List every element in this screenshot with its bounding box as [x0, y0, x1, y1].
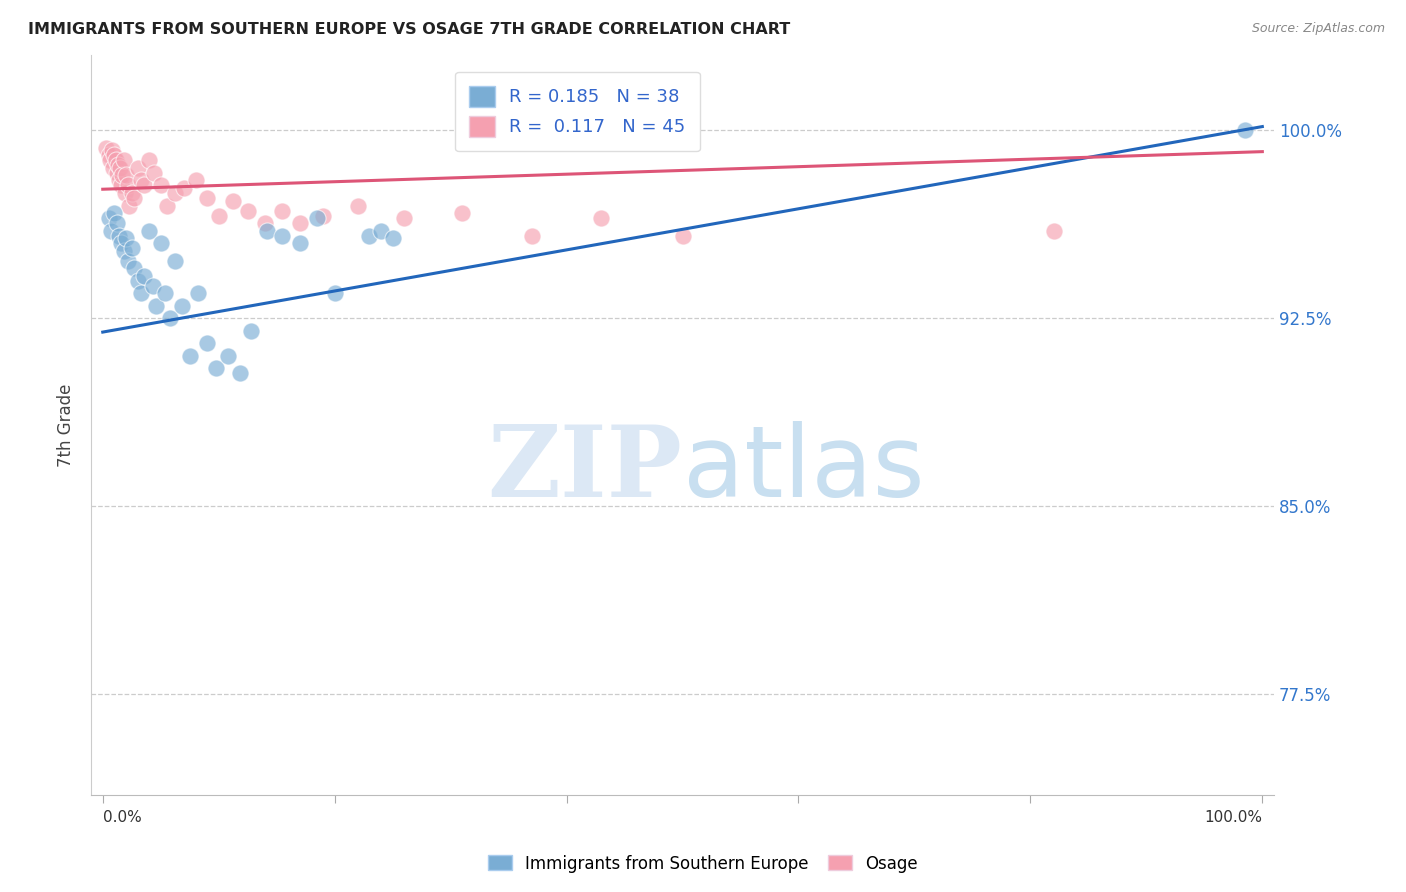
Point: [118, 198, 141, 212]
Point: [451, 206, 474, 220]
Point: [359, 228, 381, 243]
Point: [105, 166, 128, 180]
Point: [100, 224, 122, 238]
Point: [129, 286, 152, 301]
Point: [111, 169, 134, 183]
Point: [187, 286, 209, 301]
Text: atlas: atlas: [682, 421, 924, 517]
Point: [1042, 224, 1064, 238]
Point: [240, 324, 263, 338]
Point: [97, 148, 120, 162]
Point: [103, 206, 125, 220]
Point: [107, 158, 129, 172]
Text: IMMIGRANTS FROM SOUTHERN EUROPE VS OSAGE 7TH GRADE CORRELATION CHART: IMMIGRANTS FROM SOUTHERN EUROPE VS OSAGE…: [28, 22, 790, 37]
Point: [205, 361, 228, 376]
Point: [195, 336, 218, 351]
Point: [101, 144, 124, 158]
Point: [591, 211, 613, 225]
Point: [236, 203, 259, 218]
Point: [142, 278, 165, 293]
Point: [184, 173, 207, 187]
Point: [117, 178, 139, 193]
Point: [312, 209, 335, 223]
Text: Source: ZipAtlas.com: Source: ZipAtlas.com: [1251, 22, 1385, 36]
Point: [122, 261, 145, 276]
Point: [288, 236, 311, 251]
Point: [108, 173, 131, 187]
Point: [122, 191, 145, 205]
Point: [134, 268, 156, 283]
Point: [149, 178, 172, 193]
Point: [134, 178, 156, 193]
Point: [179, 349, 201, 363]
Point: [155, 198, 177, 212]
Point: [217, 349, 239, 363]
Point: [271, 228, 294, 243]
Point: [163, 186, 186, 200]
Point: [127, 161, 149, 175]
Point: [110, 178, 132, 193]
Point: [108, 161, 131, 175]
Point: [105, 216, 128, 230]
Point: [170, 299, 193, 313]
Point: [138, 153, 160, 168]
Point: [394, 211, 416, 225]
Text: 0.0%: 0.0%: [103, 810, 142, 824]
Text: ZIP: ZIP: [488, 421, 682, 517]
Point: [121, 186, 143, 200]
Point: [112, 153, 135, 168]
Point: [221, 194, 243, 208]
Point: [121, 241, 143, 255]
Point: [114, 186, 136, 200]
Point: [145, 299, 167, 313]
Point: [117, 253, 139, 268]
Point: [1233, 123, 1256, 137]
Point: [104, 153, 127, 168]
Point: [115, 169, 138, 183]
Point: [159, 311, 181, 326]
Point: [115, 231, 138, 245]
Y-axis label: 7th Grade: 7th Grade: [58, 384, 75, 467]
Point: [347, 198, 370, 212]
Point: [112, 244, 135, 258]
Legend: Immigrants from Southern Europe, Osage: Immigrants from Southern Europe, Osage: [482, 848, 924, 880]
Point: [110, 236, 132, 251]
Point: [520, 228, 543, 243]
Point: [195, 191, 218, 205]
Point: [381, 231, 404, 245]
Point: [127, 274, 149, 288]
Point: [370, 224, 392, 238]
Point: [155, 286, 177, 301]
Point: [254, 216, 277, 230]
Point: [142, 166, 165, 180]
Legend: R = 0.185   N = 38, R =  0.117   N = 45: R = 0.185 N = 38, R = 0.117 N = 45: [456, 71, 700, 151]
Point: [228, 367, 250, 381]
Point: [671, 228, 693, 243]
Point: [323, 286, 346, 301]
Point: [138, 224, 160, 238]
Point: [103, 148, 125, 162]
Point: [98, 153, 121, 168]
Point: [173, 181, 195, 195]
Text: 100.0%: 100.0%: [1205, 810, 1263, 824]
Point: [96, 141, 118, 155]
Point: [103, 161, 125, 175]
Point: [256, 224, 278, 238]
Point: [108, 228, 131, 243]
Point: [307, 211, 329, 225]
Point: [208, 209, 231, 223]
Point: [271, 203, 294, 218]
Point: [163, 253, 186, 268]
Point: [129, 173, 152, 187]
Point: [97, 211, 120, 225]
Point: [288, 216, 311, 230]
Point: [149, 236, 172, 251]
